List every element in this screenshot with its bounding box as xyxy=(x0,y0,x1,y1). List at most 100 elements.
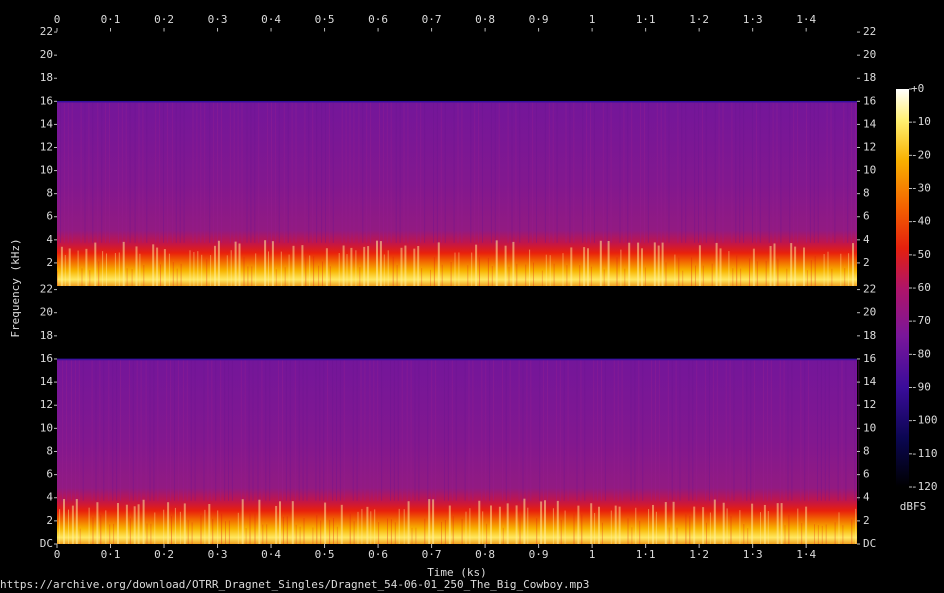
streak xyxy=(539,360,541,501)
streak xyxy=(332,360,334,501)
streak xyxy=(648,509,650,544)
streak xyxy=(153,360,155,501)
streak xyxy=(616,257,618,286)
streak xyxy=(214,245,216,286)
streak xyxy=(702,265,704,286)
streak xyxy=(163,249,166,286)
streak xyxy=(174,360,175,501)
streak xyxy=(858,360,860,501)
streak xyxy=(773,243,776,286)
streak xyxy=(547,360,548,501)
streak xyxy=(755,102,757,243)
streak xyxy=(793,102,795,243)
streak xyxy=(448,505,451,544)
streak xyxy=(59,509,61,544)
streak xyxy=(735,102,737,243)
streak xyxy=(709,360,710,501)
streak xyxy=(200,102,202,243)
streak xyxy=(814,524,815,544)
streak xyxy=(332,102,334,243)
streak xyxy=(229,102,231,243)
streak xyxy=(97,102,99,243)
streak xyxy=(479,257,480,286)
streak xyxy=(566,265,568,286)
streak xyxy=(586,102,588,243)
y-tick-label: 8 xyxy=(863,187,870,200)
streak xyxy=(742,360,744,501)
streak xyxy=(519,102,521,243)
streak xyxy=(267,102,269,243)
streak xyxy=(698,245,701,286)
streak xyxy=(120,360,121,501)
streak xyxy=(668,102,670,243)
streak xyxy=(142,499,145,544)
streak xyxy=(298,360,300,501)
streak xyxy=(379,102,380,243)
streak xyxy=(433,102,434,243)
y-tick-label: 18 xyxy=(863,71,876,84)
streak xyxy=(183,102,185,243)
streak xyxy=(364,360,366,501)
streak xyxy=(482,102,483,243)
streak xyxy=(312,527,314,544)
streak xyxy=(494,102,496,243)
colorbar-tick-label: -50 xyxy=(911,248,931,261)
streak xyxy=(491,266,493,286)
streak xyxy=(719,248,722,286)
streak xyxy=(186,360,188,501)
streak xyxy=(715,242,718,286)
streak xyxy=(378,522,380,544)
streak xyxy=(133,506,136,544)
streak xyxy=(64,254,66,286)
streak xyxy=(855,102,856,243)
streak xyxy=(116,360,118,501)
streak xyxy=(163,102,164,243)
streak xyxy=(581,514,583,544)
streak xyxy=(725,360,727,501)
streak xyxy=(855,508,857,544)
y-tick-label: 12 xyxy=(863,140,876,153)
streak xyxy=(790,243,793,286)
streak xyxy=(166,102,168,243)
streak xyxy=(329,519,331,544)
streak xyxy=(350,247,353,286)
streak xyxy=(275,269,277,286)
streak xyxy=(711,263,713,286)
streak xyxy=(357,511,359,544)
streak xyxy=(565,102,567,243)
streak xyxy=(221,513,223,544)
streak xyxy=(567,360,569,501)
streak xyxy=(154,512,156,544)
streak xyxy=(190,360,192,501)
streak xyxy=(113,523,115,544)
streak xyxy=(247,266,249,286)
colorbar-tick-label: -80 xyxy=(911,347,931,360)
x-axis-label: Time (ks) xyxy=(427,566,487,579)
streak xyxy=(848,253,850,286)
streak xyxy=(338,253,340,286)
streak xyxy=(98,261,100,286)
streak xyxy=(246,102,248,243)
streak xyxy=(340,504,343,544)
streak xyxy=(271,241,274,286)
streak xyxy=(754,360,756,501)
streak xyxy=(193,252,195,286)
streak xyxy=(610,102,612,243)
streak xyxy=(722,502,725,544)
streak xyxy=(390,102,392,243)
streak xyxy=(304,102,306,243)
streak xyxy=(786,268,788,286)
streak xyxy=(163,509,165,544)
y-tick-label: 12 xyxy=(863,398,876,411)
streak xyxy=(618,506,621,544)
streak xyxy=(84,102,86,243)
x-tick-label: 1·1 xyxy=(636,548,656,561)
streak xyxy=(320,520,322,544)
y-tick-label: 18 xyxy=(863,329,876,342)
streak xyxy=(282,360,283,501)
streak xyxy=(682,270,684,286)
streak xyxy=(851,519,853,544)
streak xyxy=(102,251,104,286)
streak xyxy=(464,360,466,501)
